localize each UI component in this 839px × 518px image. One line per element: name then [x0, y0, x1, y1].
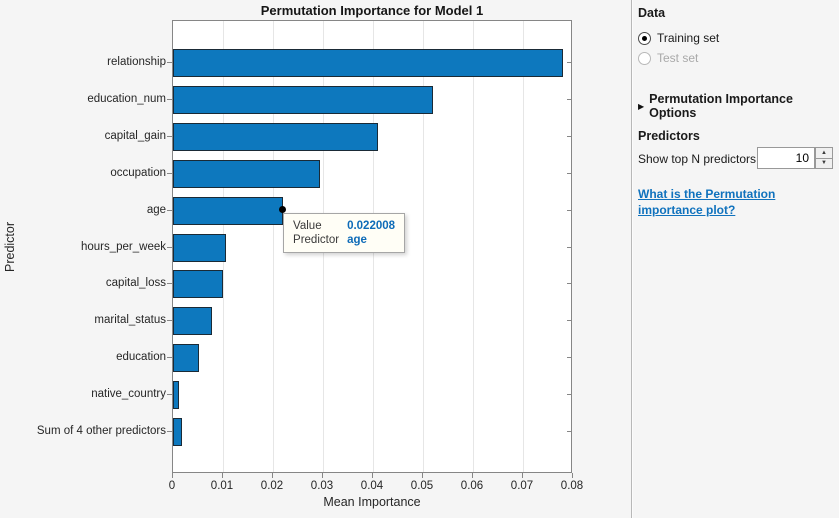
bar[interactable] [173, 196, 284, 225]
radio-training-set[interactable]: Training set [638, 31, 719, 45]
bar[interactable] [173, 343, 199, 372]
y-axis-tick [167, 246, 172, 248]
x-axis-tick [522, 473, 523, 478]
x-tick-label: 0.05 [410, 480, 434, 492]
help-link[interactable]: What is the Permutation importance plot? [638, 187, 776, 217]
y-axis-tick [167, 99, 172, 101]
spinner-down-button[interactable]: ▼ [815, 158, 833, 169]
y-axis-tick [567, 62, 572, 64]
spinner-down-icon: ▼ [821, 160, 827, 167]
x-tick-label: 0.03 [310, 480, 334, 492]
gridline [423, 21, 424, 472]
y-axis-tick [167, 320, 172, 322]
figure-area: Permutation Importance for Model 1 Predi… [3, 3, 584, 509]
x-tick-label: 0.07 [510, 480, 534, 492]
bar[interactable] [173, 417, 182, 446]
category-label: capital_loss [105, 277, 166, 290]
x-axis-tick [172, 473, 173, 478]
x-axis-tick [272, 473, 273, 478]
y-axis-tick [167, 136, 172, 138]
y-axis-tick [167, 62, 172, 64]
radio-training-set-label: Training set [657, 31, 720, 45]
x-axis-tick [572, 473, 573, 478]
x-tick-label: 0.08 [560, 480, 584, 492]
y-axis-tick [567, 356, 572, 358]
datatip-value: 0.022008 [347, 219, 396, 232]
x-axis-tick [472, 473, 473, 478]
y-axis-tick [567, 136, 572, 138]
y-axis-tick [167, 172, 172, 174]
x-axis-tick [372, 473, 373, 478]
show-top-n-label: Show top N predictors [638, 152, 757, 166]
y-axis-tick [567, 320, 572, 322]
predictors-section-heading: Predictors [638, 129, 700, 143]
category-label: education_num [87, 93, 166, 106]
radio-selected-icon [638, 31, 651, 45]
disclosure-triangle-icon: ▶ [638, 101, 645, 111]
panel-divider [631, 0, 633, 518]
category-label: Sum of 4 other predictors [36, 424, 166, 437]
category-label: native_country [91, 387, 166, 400]
bar[interactable] [173, 49, 563, 78]
y-axis-tick [567, 172, 572, 174]
x-axis-tick [322, 473, 323, 478]
x-axis-tick [422, 473, 423, 478]
y-axis-tick [167, 356, 172, 358]
y-axis-tick [167, 430, 172, 432]
y-axis-tick [567, 246, 572, 248]
x-tick-label: 0.06 [460, 480, 484, 492]
x-tick-label: 0.01 [210, 480, 234, 492]
bar[interactable] [173, 233, 226, 262]
category-label: hours_per_week [80, 240, 166, 253]
permutation-options-toggle[interactable]: ▶ Permutation Importance Options [638, 92, 839, 120]
category-label: occupation [110, 166, 166, 179]
bar[interactable] [173, 159, 320, 188]
spinner-up-icon: ▲ [821, 149, 827, 156]
y-axis-tick [567, 430, 572, 432]
datatip-predictor-label: Predictor [293, 233, 340, 246]
gridline [273, 21, 274, 472]
options-panel: Data Training set Test set ▶ Permutation… [633, 0, 839, 518]
x-tick-label: 0.02 [260, 480, 284, 492]
gridline [473, 21, 474, 472]
category-label: capital_gain [104, 130, 166, 143]
category-label: marital_status [94, 314, 166, 327]
category-label: relationship [107, 56, 166, 69]
y-axis-tick [167, 283, 172, 285]
datatip[interactable]: Value 0.022008 Predictor age [283, 212, 406, 253]
x-tick-label: 0.04 [360, 480, 384, 492]
radio-test-set-label: Test set [657, 51, 699, 65]
y-axis-tick [167, 209, 172, 211]
y-axis-tick [167, 393, 172, 395]
y-axis-tick [567, 393, 572, 395]
x-axis-tick [222, 473, 223, 478]
radio-test-set: Test set [638, 51, 698, 65]
permutation-options-label: Permutation Importance Options [649, 92, 793, 120]
top-n-input[interactable] [757, 147, 815, 169]
datatip-predictor: age [347, 233, 367, 246]
chart-title: Permutation Importance for Model 1 [260, 3, 484, 18]
x-tick-label: 0 [168, 480, 176, 492]
datatip-point-marker [278, 206, 286, 214]
bar[interactable] [173, 86, 433, 115]
datatip-value-label: Value [293, 219, 322, 232]
category-label: age [146, 203, 166, 216]
category-label: education [116, 350, 166, 363]
bar[interactable] [173, 380, 179, 409]
radio-unselected-icon [638, 51, 651, 65]
x-axis-label: Mean Importance [323, 495, 421, 509]
y-axis-tick [567, 283, 572, 285]
bar[interactable] [173, 123, 378, 152]
bar[interactable] [173, 307, 212, 336]
data-section-heading: Data [638, 6, 666, 20]
top-n-spinner: ▲ ▼ [757, 147, 833, 169]
y-axis-tick [567, 99, 572, 101]
gridline [523, 21, 524, 472]
bar[interactable] [173, 270, 223, 299]
y-axis-tick [567, 209, 572, 211]
spinner-up-button[interactable]: ▲ [815, 147, 833, 159]
